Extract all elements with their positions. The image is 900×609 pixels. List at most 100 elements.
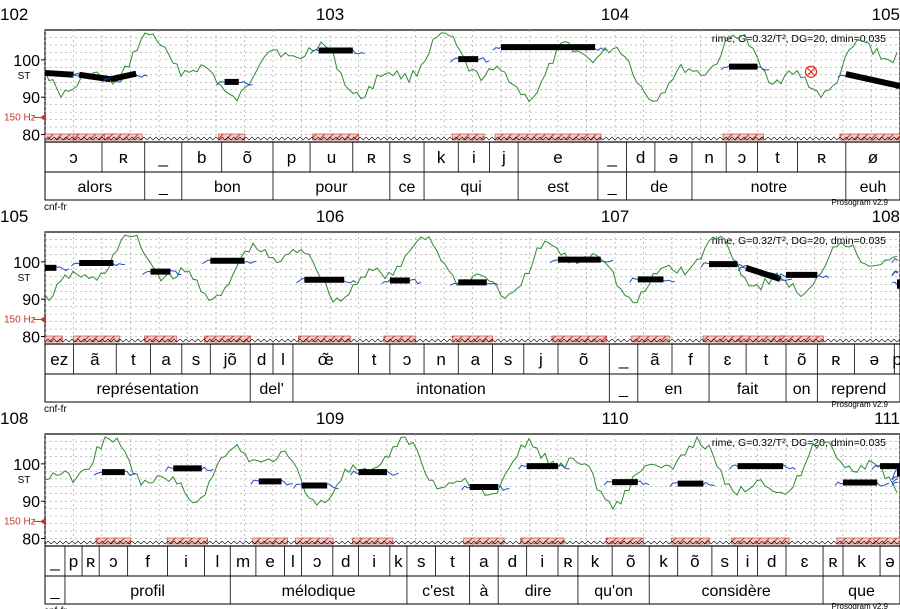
phoneme-label: j	[538, 350, 543, 369]
phoneme-label: ʀ	[119, 148, 128, 167]
phoneme-label: t	[450, 552, 455, 571]
syllable-hatch	[352, 537, 394, 545]
phoneme-label: i	[746, 552, 750, 571]
word-label: notre	[751, 179, 788, 196]
phoneme-label: _	[49, 552, 60, 571]
word-label: pour	[315, 179, 348, 196]
word-label: à	[479, 583, 488, 600]
phoneme-label: õ	[626, 552, 635, 571]
y-tick-label: 90	[22, 292, 40, 309]
word-label: mélodique	[282, 583, 356, 600]
y-tick-label: 90	[22, 494, 40, 511]
reference-label: 150 Hz	[4, 314, 36, 325]
word-label: dire	[525, 583, 552, 600]
phoneme-label: ə	[669, 148, 678, 167]
phoneme-label: ɔ	[109, 552, 118, 571]
f0-trace	[891, 476, 899, 481]
phoneme-label: l	[281, 350, 285, 369]
phoneme-label: ʀ	[563, 552, 572, 571]
rise-marker-cross	[807, 67, 815, 76]
syllable-hatch	[451, 335, 494, 343]
corpus-label: cnf-fr	[44, 606, 67, 609]
word-label: fait	[737, 381, 759, 398]
word-label: del'	[259, 381, 283, 398]
phoneme-label: a	[479, 552, 489, 571]
word-label: _	[618, 381, 629, 398]
nucleus-segment	[44, 69, 74, 78]
reference-label: 150 Hz	[4, 516, 36, 527]
phoneme-label: f	[688, 350, 693, 369]
second-label: 106	[316, 207, 344, 226]
nucleus-segment	[109, 70, 137, 83]
phoneme-label: i	[184, 552, 188, 571]
second-label: 110	[601, 409, 628, 428]
syllable-hatch	[722, 133, 764, 141]
phoneme-label: i	[472, 148, 476, 167]
phoneme-label: a	[471, 350, 481, 369]
word-tier	[44, 575, 900, 605]
y-tick-label: 100	[13, 53, 40, 70]
phoneme-label: i	[540, 552, 544, 571]
word-tier	[44, 373, 900, 403]
phoneme-label: _	[618, 350, 629, 369]
y-tick-label: 80	[22, 330, 40, 347]
phoneme-label: ʀ	[86, 552, 95, 571]
phoneme-label: ʀ	[828, 552, 837, 571]
phoneme-label: ɛ	[724, 350, 732, 369]
f0-trace	[891, 270, 899, 276]
phoneme-label: õ	[690, 552, 699, 571]
second-label: 105	[0, 207, 28, 226]
f0-trace	[891, 481, 899, 486]
phoneme-label: n	[704, 148, 713, 167]
phoneme-label: ã	[650, 350, 660, 369]
syllable-hatch	[702, 335, 744, 343]
settings-label: rime, G=0.32/T², DG=20, dmin=0.035	[712, 33, 886, 45]
phoneme-label: d	[767, 552, 776, 571]
word-label: _	[607, 179, 618, 196]
y-unit-label: ST	[18, 71, 31, 82]
phoneme-label: e	[553, 148, 562, 167]
word-label: bon	[214, 179, 241, 196]
phoneme-label: ɔ	[403, 350, 412, 369]
phoneme-label: ə	[885, 552, 894, 571]
phoneme-label: k	[394, 552, 403, 571]
phoneme-label: e	[265, 552, 274, 571]
phoneme-label: t	[131, 350, 136, 369]
phoneme-label: l	[216, 552, 220, 571]
second-label: 102	[0, 5, 28, 24]
word-label: en	[665, 381, 683, 398]
phoneme-label: t	[775, 148, 780, 167]
phoneme-label: ã	[90, 350, 100, 369]
word-label: de	[650, 179, 668, 196]
phoneme-label: ɛ	[801, 552, 809, 571]
settings-label: rime, G=0.32/T², DG=20, dmin=0.035	[712, 235, 886, 247]
phoneme-label: s	[720, 552, 729, 571]
phoneme-label: t	[372, 350, 377, 369]
phoneme-label: p	[287, 148, 296, 167]
y-tick-label: 100	[13, 457, 40, 474]
syllable-hatch	[166, 537, 209, 545]
phoneme-label: õ	[243, 148, 252, 167]
phoneme-label: d	[636, 148, 645, 167]
phoneme-label: ʀ	[831, 350, 840, 369]
word-label: est	[547, 179, 569, 196]
phoneme-label: p	[892, 350, 900, 369]
phoneme-label: ɔ	[69, 148, 78, 167]
second-label: 109	[316, 409, 344, 428]
phoneme-label: d	[508, 552, 517, 571]
corpus-label: cnf-fr	[44, 202, 67, 213]
y-tick-label: 80	[22, 128, 40, 145]
syllable-hatch	[739, 335, 787, 343]
word-label: qui	[460, 179, 481, 196]
phoneme-label: œ̃	[318, 350, 334, 369]
version-label: Prosogram v2.9	[832, 400, 889, 409]
reference-label: 150 Hz	[4, 112, 36, 123]
phoneme-label: n	[436, 350, 445, 369]
second-label: 107	[601, 207, 629, 226]
phoneme-label: k	[659, 552, 668, 571]
f0-trace	[891, 478, 899, 484]
second-label: 108	[0, 409, 28, 428]
word-label: considère	[701, 583, 770, 600]
